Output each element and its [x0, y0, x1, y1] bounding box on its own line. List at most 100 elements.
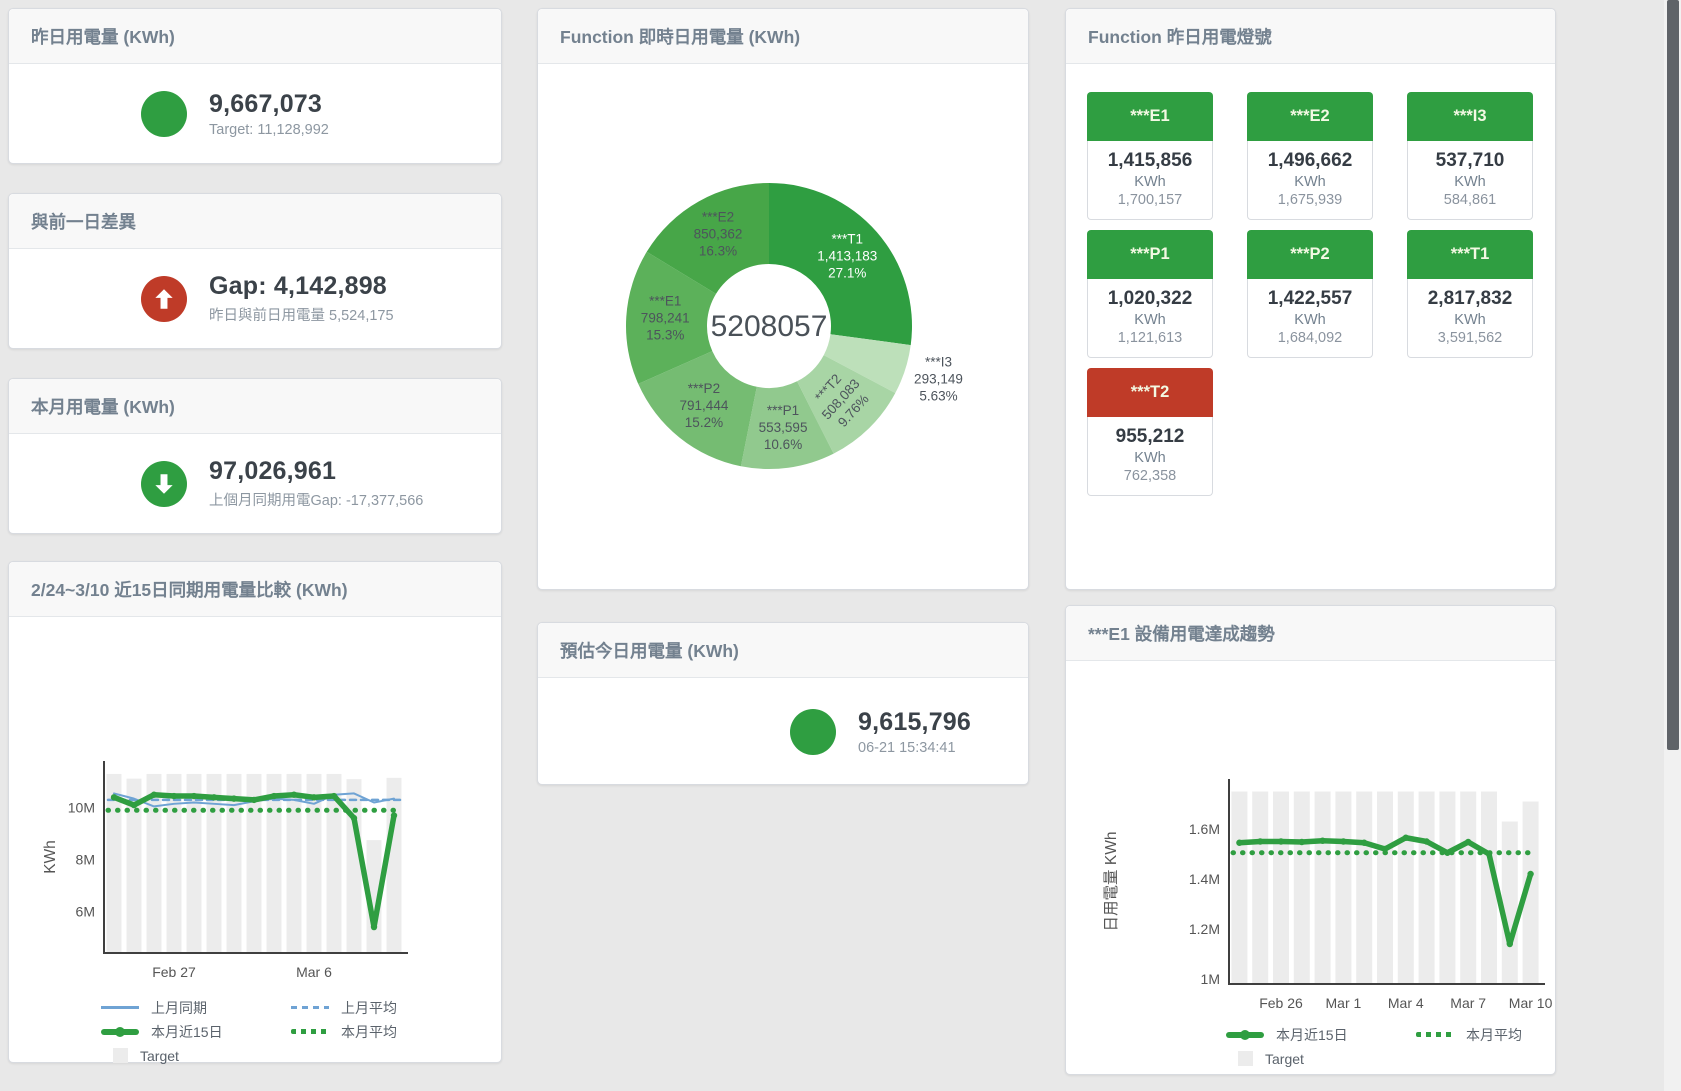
donut-slice-E2 — [646, 183, 769, 294]
chart-axes — [103, 761, 408, 954]
series-marker — [270, 792, 278, 800]
tile-body: 1,496,662 KWh 1,675,939 — [1247, 141, 1373, 220]
svg-text:293,149: 293,149 — [914, 371, 963, 386]
y-tick-label: 6M — [76, 903, 95, 919]
svg-text:850,362: 850,362 — [694, 226, 743, 241]
series-marker — [390, 812, 398, 819]
legend-item-0: 本月近15日 — [1226, 1024, 1416, 1045]
tile-target-value: 1,684,092 — [1277, 330, 1343, 346]
series-marker — [1465, 838, 1472, 846]
target-bar — [346, 779, 362, 953]
series-marker — [1485, 850, 1493, 858]
tile-unit: KWh — [1134, 174, 1166, 190]
column-right: Function 昨日用電燈號 ***E1 1,415,856 KWh 1,700,1… — [1065, 8, 1556, 1075]
target-bar — [186, 773, 202, 953]
tile-value: 2,817,832 — [1427, 288, 1513, 309]
tile-unit: KWh — [1134, 312, 1166, 328]
tile-value: 955,212 — [1115, 426, 1185, 447]
tile-value: 1,415,856 — [1107, 150, 1193, 171]
series-marker — [210, 794, 218, 801]
series-marker — [1277, 838, 1285, 845]
target-bar — [1314, 791, 1331, 984]
target-bar — [326, 773, 342, 953]
card-title-e1-trend: ***E1 設備用電達成趨勢 — [1066, 606, 1555, 661]
tile-target-value: 584,861 — [1443, 192, 1497, 208]
tile-status-header: ***P2 — [1247, 230, 1373, 279]
device-tile-E2: ***E2 1,496,662 KWh 1,675,939 — [1247, 92, 1373, 220]
series-marker — [1506, 940, 1513, 948]
target-bar — [1293, 791, 1310, 984]
device-tile-E1: ***E1 1,415,856 KWh 1,700,157 — [1087, 92, 1213, 220]
device-tile-I3: ***I3 537,710 KWh 584,861 — [1407, 92, 1533, 220]
series-marker — [1423, 838, 1430, 845]
card-month-usage: 本月用電量 (KWh) 97,026,961 上個月同期用電Gap: -17,3… — [8, 378, 502, 534]
y-tick-label: 1M — [1201, 971, 1220, 987]
y-tick-label: 1.6M — [1189, 821, 1220, 837]
scrollbar-thumb[interactable] — [1667, 0, 1679, 750]
kpi-value: Gap: 4,142,898 — [209, 272, 387, 300]
target-bar — [1418, 791, 1435, 984]
svg-text:798,241: 798,241 — [641, 310, 690, 325]
target-bar — [1522, 801, 1539, 984]
target-bar — [1356, 791, 1373, 984]
tile-body: 2,817,832 KWh 3,591,562 — [1407, 279, 1533, 358]
target-bar — [206, 773, 222, 953]
svg-text:***T1: ***T1 — [832, 232, 864, 247]
svg-text:15.2%: 15.2% — [685, 415, 723, 430]
arrow-up-icon — [141, 275, 187, 322]
arrow-down-icon — [141, 460, 187, 507]
tile-target-value: 1,675,939 — [1277, 192, 1343, 208]
donut-center-total: 5208057 — [711, 310, 828, 343]
tile-status-header: ***E1 — [1087, 92, 1213, 141]
x-tick-label: Mar 10 — [1509, 995, 1553, 1011]
svg-text:27.1%: 27.1% — [828, 266, 866, 281]
legend-item-2: Target — [1226, 1048, 1416, 1069]
y-tick-label: 8M — [76, 852, 95, 868]
column-left: 昨日用電量 (KWh) 9,667,073 Target: 11,128,992… — [8, 8, 502, 1075]
device-tile-P2: ***P2 1,422,557 KWh 1,684,092 — [1247, 230, 1373, 358]
donut-label-T1: ***T1 1,413,183 27.1% — [817, 232, 877, 281]
target-bar — [1501, 821, 1518, 984]
tile-unit: KWh — [1294, 174, 1326, 190]
kpi-value: 97,026,961 — [209, 457, 337, 485]
card-yesterday-usage: 昨日用電量 (KWh) 9,667,073 Target: 11,128,992 — [8, 8, 502, 164]
donut-label-P2: ***P2 791,444 15.2% — [680, 381, 729, 430]
target-bar — [1481, 791, 1497, 984]
y-tick-label: 10M — [68, 800, 95, 816]
legend-label: 本月近15日 — [151, 1023, 223, 1040]
svg-text:***I3: ***I3 — [925, 354, 952, 369]
x-tick-label: Mar 1 — [1326, 995, 1362, 1011]
tile-target-value: 762,358 — [1123, 468, 1177, 484]
target-bar — [306, 773, 322, 953]
tile-status-header: ***T2 — [1087, 368, 1213, 417]
svg-text:1,413,183: 1,413,183 — [817, 249, 877, 264]
donut-slice-E1 — [626, 251, 716, 384]
e1-trend-chart-area: 1M 1.2M 1.4M 1.6M 日用電量 KWh Feb 26 Mar 1 Mar 4 Ma… — [1066, 767, 1555, 1069]
target-bar — [1439, 791, 1456, 984]
target-bar — [266, 773, 282, 953]
svg-text:***E1: ***E1 — [649, 293, 681, 308]
tile-unit: KWh — [1134, 450, 1166, 466]
svg-text:***P1: ***P1 — [767, 403, 799, 418]
donut-slice-T2 — [797, 355, 896, 454]
tile-unit: KWh — [1454, 174, 1486, 190]
legend-item-4: Target — [101, 1045, 291, 1066]
vertical-scrollbar — [1664, 0, 1681, 1091]
target-bar — [126, 778, 142, 953]
kpi-body: Gap: 4,142,898 昨日與前日用電量 5,524,175 — [9, 249, 501, 348]
svg-text:15.3%: 15.3% — [646, 327, 684, 342]
svg-text:16.3%: 16.3% — [699, 243, 737, 258]
e1-trend-chart-legend: 本月近15日 本月平均 Target — [1226, 1024, 1555, 1069]
svg-text:***E2: ***E2 — [702, 209, 734, 224]
series-marker — [1257, 838, 1264, 845]
device-tile-T1: ***T1 2,817,832 KWh 3,591,562 — [1407, 230, 1533, 358]
y-axis-label: KWh — [42, 840, 59, 874]
donut-label-E1: ***E1 798,241 15.3% — [641, 293, 690, 342]
target-bar — [1397, 791, 1414, 984]
legend-swatch-target-icon — [113, 1048, 128, 1063]
legend-swatch-dashed-blue-icon — [291, 1006, 329, 1009]
target-bar — [166, 773, 182, 953]
series-marker — [1319, 837, 1326, 844]
target-bar — [1460, 791, 1477, 984]
donut-slice-T1 — [769, 183, 912, 346]
